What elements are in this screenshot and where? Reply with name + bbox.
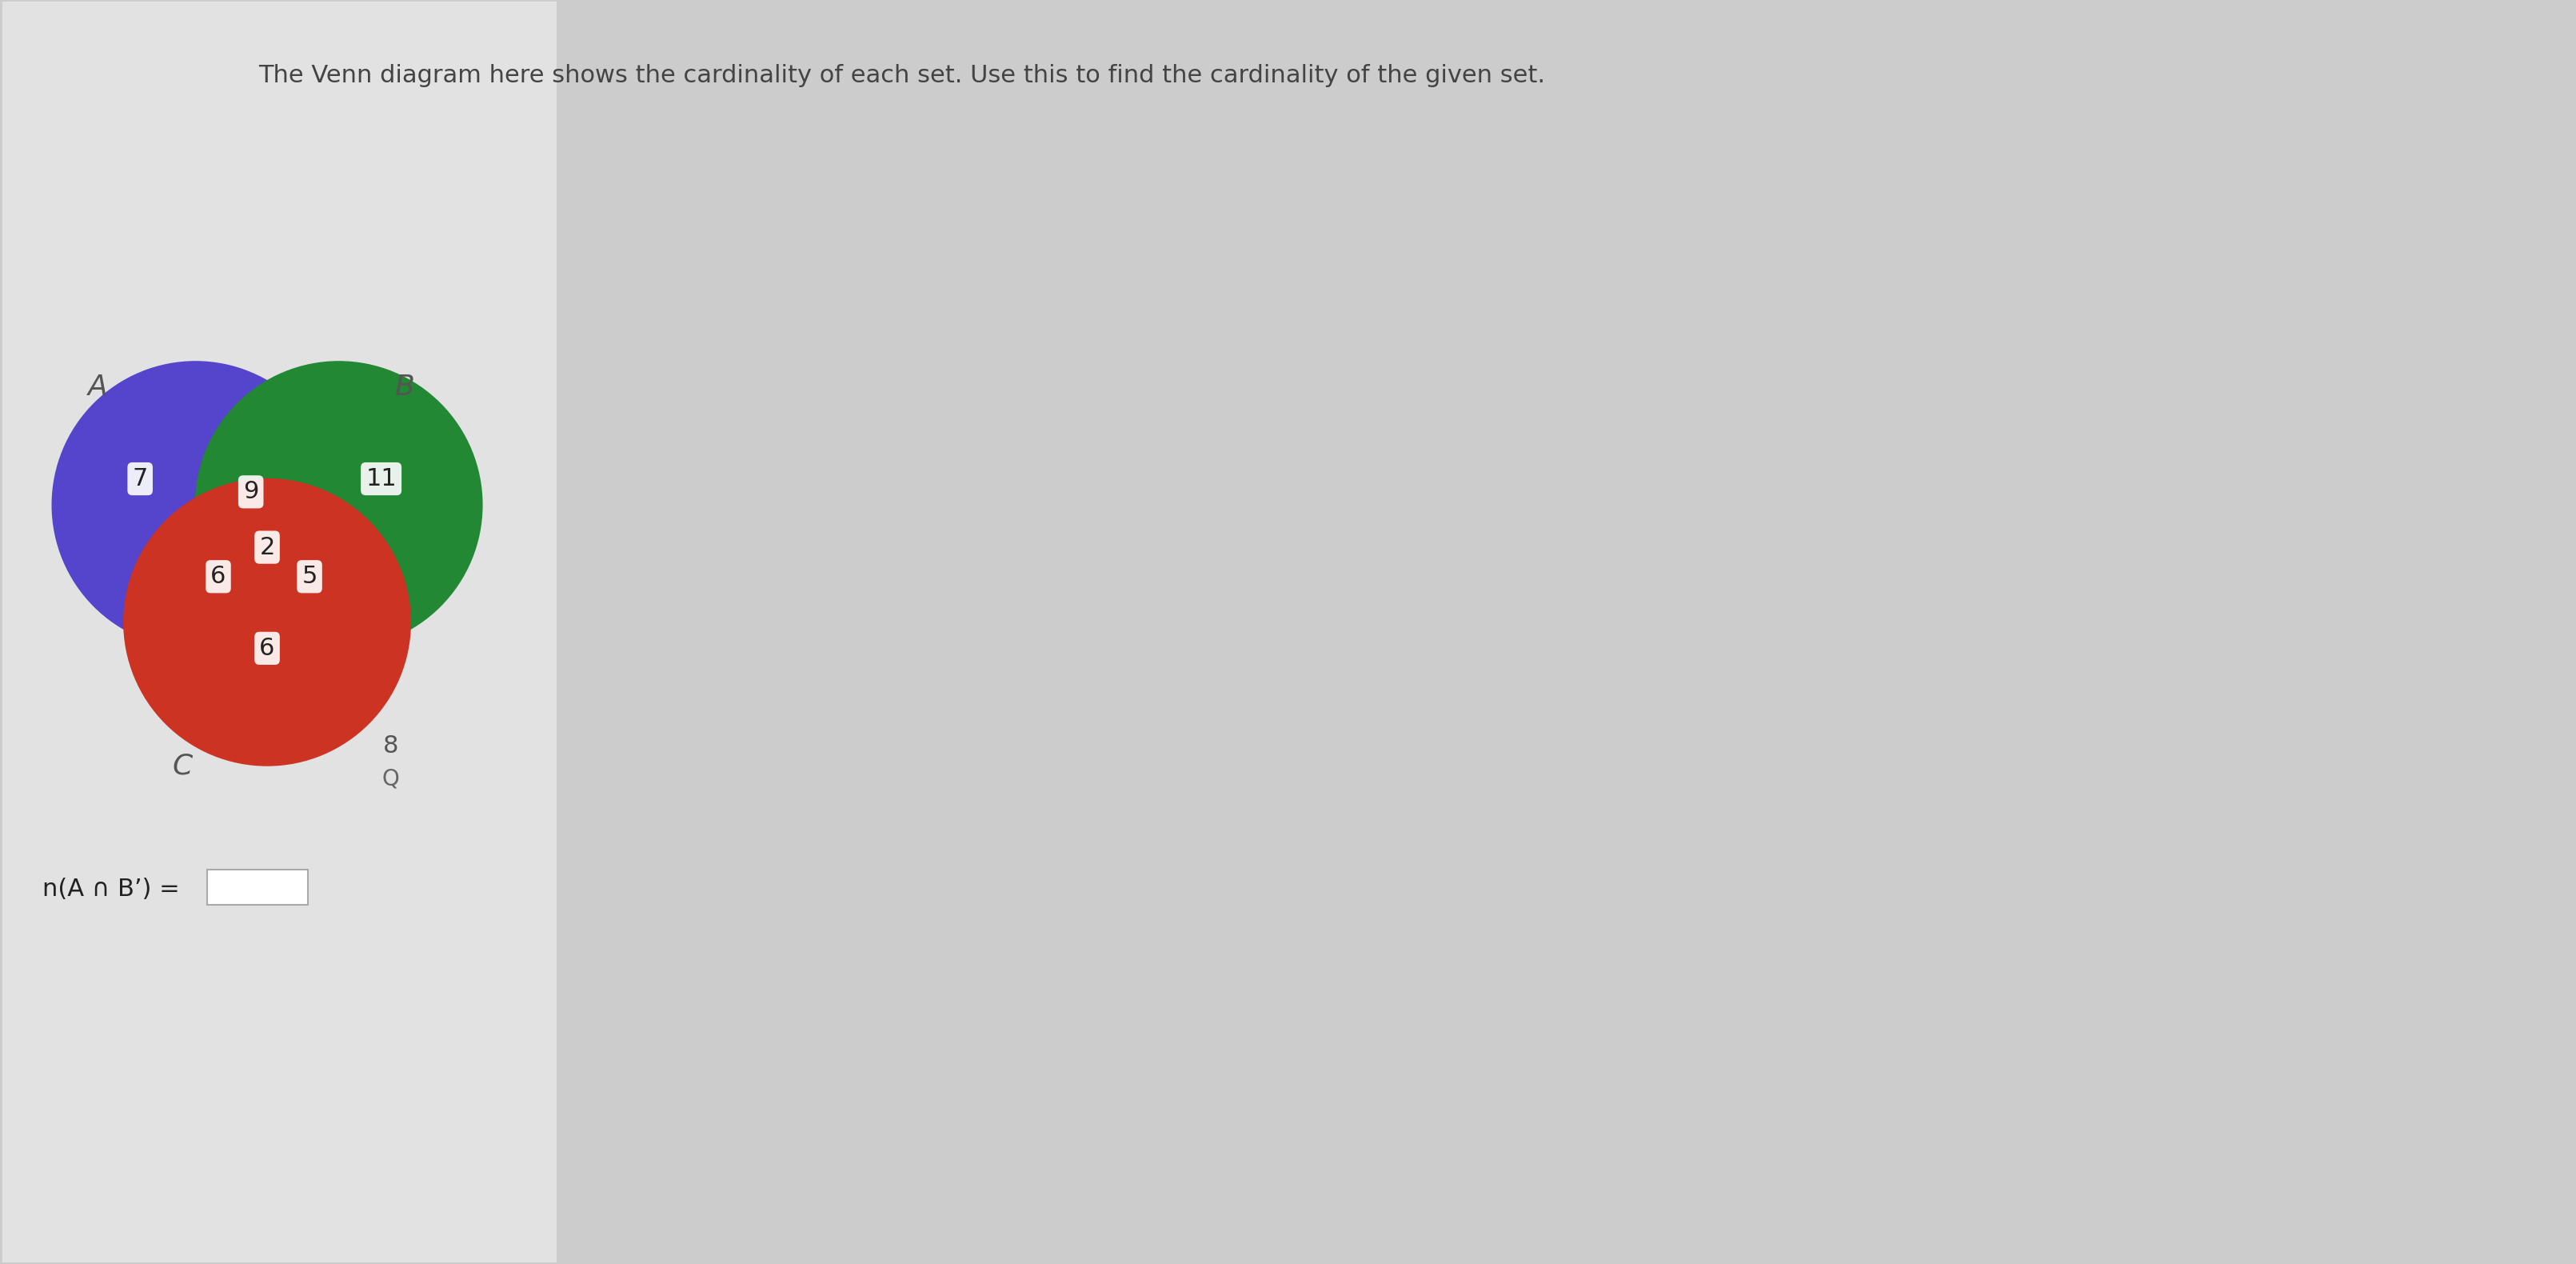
Text: Q: Q [381,767,399,790]
Text: 11: 11 [366,468,397,490]
Text: 8: 8 [384,734,399,757]
Text: 9: 9 [242,480,258,503]
Text: 6: 6 [211,565,227,588]
Text: n(A ∩ B’) =: n(A ∩ B’) = [41,878,180,901]
Text: 6: 6 [260,637,276,660]
Text: The Venn diagram here shows the cardinality of each set. Use this to find the ca: The Venn diagram here shows the cardinal… [258,64,1546,87]
Text: C: C [173,752,193,779]
FancyBboxPatch shape [206,870,307,905]
Text: 7: 7 [131,468,147,490]
Text: 5: 5 [301,565,317,588]
Circle shape [196,362,482,648]
Text: B: B [394,374,415,401]
Text: 2: 2 [260,536,276,559]
Circle shape [124,479,410,766]
Circle shape [52,362,340,648]
Text: A: A [88,374,108,401]
